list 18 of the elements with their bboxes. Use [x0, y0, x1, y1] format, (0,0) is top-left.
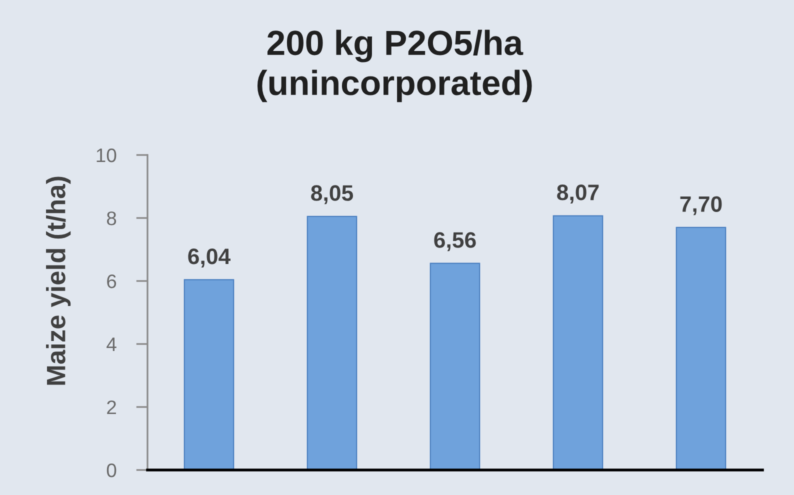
bar	[430, 262, 480, 470]
y-tick-label: 8	[106, 211, 116, 226]
data-label: 6,56	[434, 232, 476, 252]
bar	[184, 279, 234, 470]
chart-title: 200 kg P2O5/ha (unincorporated)	[257, 30, 532, 102]
y-tick-label: 10	[96, 148, 116, 162]
y-tick-label: 4	[106, 338, 116, 352]
y-tick-label: 2	[107, 400, 116, 414]
y-tick-label: 0	[106, 463, 116, 478]
y-axis-title: Maize yield (t/ha)	[46, 176, 71, 385]
bar	[676, 226, 726, 470]
data-label: 8,05	[311, 185, 354, 204]
data-label: 8,07	[557, 184, 599, 204]
y-tick-label: 6	[107, 274, 116, 288]
data-label: 6,04	[188, 248, 231, 268]
bar	[306, 216, 358, 470]
data-label: 7,70	[680, 196, 722, 216]
bar	[552, 215, 604, 470]
